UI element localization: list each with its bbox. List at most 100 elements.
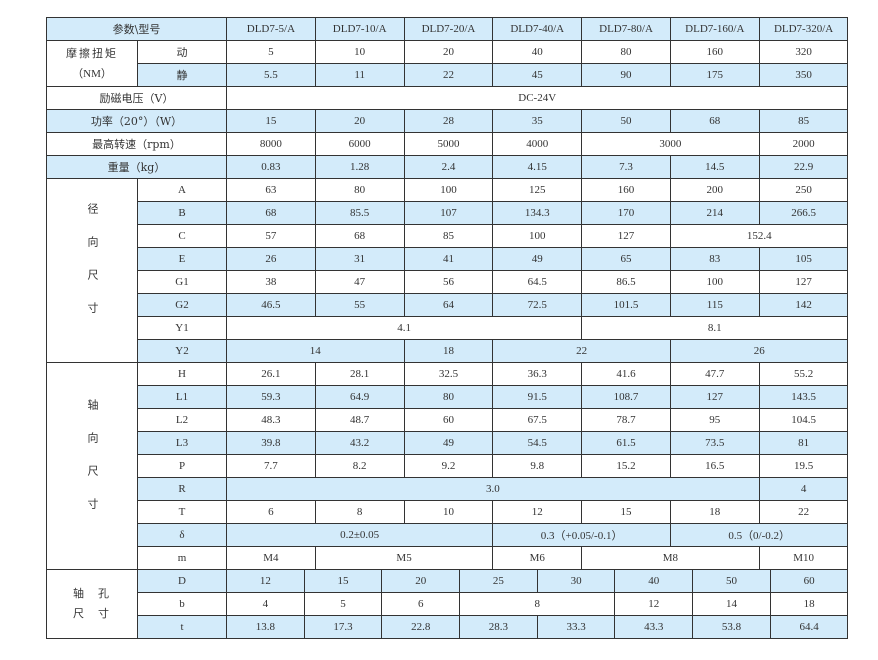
data-cell: 25 — [459, 569, 538, 593]
data-cell: 134.3 — [492, 201, 583, 225]
data-cell: 64 — [403, 293, 494, 317]
data-cell: 91.5 — [492, 385, 583, 409]
data-cell: 73.5 — [669, 431, 760, 455]
table-row: L1 59.3 64.9 80 91.5 108.7 127 143.5 — [47, 385, 849, 409]
data-cell: 11 — [314, 63, 405, 87]
row-label: t — [137, 615, 227, 639]
data-cell: 115 — [669, 293, 760, 317]
table-row: 最高转速（rpm） 8000 6000 5000 4000 3000 2000 — [46, 132, 849, 156]
model-header: DLD7-20/A — [403, 17, 494, 41]
data-cell: 68 — [669, 109, 760, 133]
data-cell: 22 — [403, 63, 494, 87]
data-cell: 105 — [758, 247, 849, 271]
bore-group-label: 轴孔 尺寸 — [46, 569, 138, 639]
data-cell: 7.3 — [581, 155, 671, 179]
data-cell: 17.3 — [303, 615, 383, 639]
data-cell: 68 — [226, 201, 316, 225]
table-row: R 3.0 4 — [47, 477, 849, 501]
row-label: 重量（kg） — [46, 155, 227, 179]
row-label: δ — [137, 523, 227, 547]
data-cell: 43.3 — [614, 615, 694, 639]
data-cell: 85 — [403, 224, 494, 248]
table-row: b 4 5 6 8 12 14 18 — [47, 592, 849, 616]
data-cell: 9.2 — [403, 454, 494, 478]
table-row: 径向尺寸 A 63 80 100 125 160 200 250 — [46, 178, 849, 363]
data-cell: 40 — [614, 569, 694, 593]
radial-group-label: 径向尺寸 — [46, 178, 138, 363]
data-cell: 0.2±0.05 — [225, 523, 494, 547]
data-cell: 22.9 — [758, 155, 849, 179]
row-label: 静 — [137, 63, 227, 87]
data-cell: 83 — [669, 247, 760, 271]
data-cell: M10 — [758, 546, 849, 570]
table-row: T 6 8 10 12 15 18 22 — [47, 500, 849, 524]
data-cell: 14 — [226, 339, 405, 363]
model-header: DLD7-10/A — [314, 17, 405, 41]
radial-label: 径向尺寸 — [86, 203, 99, 335]
data-cell: 22 — [758, 500, 849, 524]
data-cell: 15 — [226, 109, 316, 133]
data-cell: 320 — [758, 40, 849, 64]
data-cell: 85.5 — [314, 201, 405, 225]
table-row: 静 5.5 11 22 45 90 175 350 — [47, 63, 849, 87]
data-cell: 15 — [303, 569, 383, 593]
data-cell: 12 — [226, 569, 305, 593]
data-cell: 65 — [581, 247, 671, 271]
data-cell: 4.1 — [225, 316, 583, 340]
data-cell: 20 — [381, 569, 461, 593]
data-cell: 86.5 — [581, 270, 671, 294]
data-cell: 47 — [314, 270, 405, 294]
table-row: P 7.7 8.2 9.2 9.8 15.2 16.5 19.5 — [47, 454, 849, 478]
data-cell: 6 — [381, 592, 461, 616]
data-cell: 39.8 — [226, 431, 316, 455]
data-cell: 33.3 — [536, 615, 616, 639]
data-cell: 78.7 — [581, 408, 671, 432]
data-cell: 54.5 — [492, 431, 583, 455]
data-cell: 68 — [314, 224, 405, 248]
data-cell: 16.5 — [669, 454, 760, 478]
data-cell: 49 — [403, 431, 494, 455]
data-cell: 8000 — [226, 132, 316, 156]
data-cell: 125 — [492, 178, 583, 202]
table-row: 轴向尺寸 H 26.1 28.1 32.5 36.3 41.6 47.7 55.2 — [46, 362, 849, 570]
data-cell: 0.5（0/-0.2） — [669, 523, 849, 547]
data-cell: 3.0 — [226, 477, 760, 501]
data-cell: 1.28 — [314, 155, 405, 179]
data-cell: 108.7 — [581, 385, 671, 409]
data-cell: 5 — [303, 592, 383, 616]
data-cell: 175 — [669, 63, 760, 87]
data-cell: M4 — [226, 546, 316, 570]
table-row: t 13.8 17.3 22.8 28.3 33.3 43.3 53.8 64.4 — [47, 615, 849, 639]
data-cell: 31 — [314, 247, 405, 271]
data-cell: 3000 — [581, 132, 760, 156]
data-cell: 49 — [492, 247, 583, 271]
data-cell: 8 — [459, 592, 616, 616]
data-cell: 28 — [403, 109, 494, 133]
data-cell: 64.5 — [492, 270, 583, 294]
table-row: 功率（20°）（W） 15 20 28 35 50 68 85 — [46, 109, 849, 133]
data-cell: 19.5 — [758, 454, 849, 478]
row-label: G1 — [137, 270, 227, 294]
data-cell: M5 — [314, 546, 494, 570]
data-cell: 7.7 — [226, 454, 316, 478]
data-cell: 127 — [581, 224, 671, 248]
data-cell: 15 — [581, 500, 671, 524]
data-cell: 55 — [314, 293, 405, 317]
torque-label: 摩擦扭矩 — [66, 47, 118, 60]
table-row: m M4 M5 M6 M8 M10 — [47, 546, 849, 570]
data-cell: 142 — [758, 293, 849, 317]
data-cell: 107 — [403, 201, 494, 225]
data-cell: 10 — [403, 500, 494, 524]
data-cell: 41.6 — [581, 362, 671, 386]
data-cell: 14.5 — [669, 155, 760, 179]
data-cell: 30 — [536, 569, 616, 593]
model-header: DLD7-40/A — [492, 17, 583, 41]
data-cell: 26 — [669, 339, 849, 363]
data-cell: 5 — [226, 40, 316, 64]
data-cell: 10 — [314, 40, 405, 64]
table-row: Y2 14 18 22 26 — [47, 339, 849, 363]
table-row: 重量（kg） 0.83 1.28 2.4 4.15 7.3 14.5 22.9 — [46, 155, 849, 179]
data-cell: 72.5 — [492, 293, 583, 317]
data-cell: 43.2 — [314, 431, 405, 455]
data-cell: 63 — [226, 178, 316, 202]
